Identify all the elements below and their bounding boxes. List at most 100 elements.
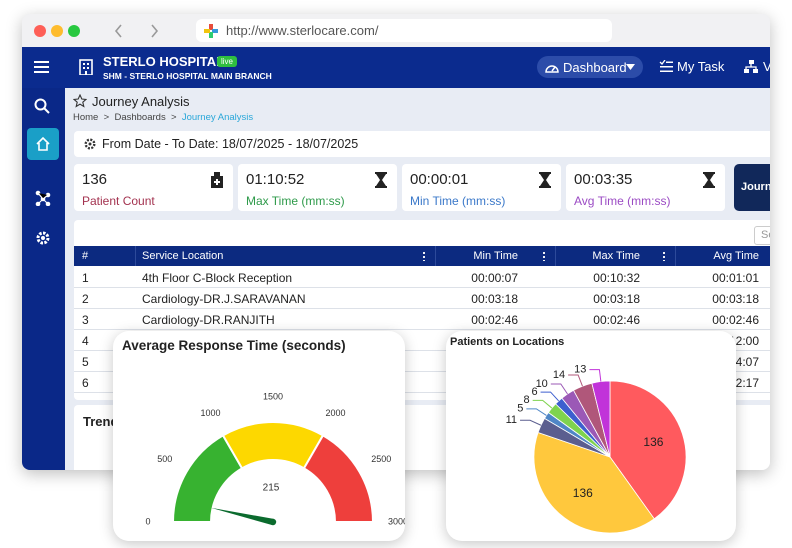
- slice-label: 14: [553, 369, 565, 381]
- column-divider: [555, 246, 556, 266]
- search-icon[interactable]: [34, 98, 50, 114]
- pie-slice: [609, 380, 687, 520]
- stat-label: Min Time (mm:ss): [410, 194, 506, 208]
- favorite-star[interactable]: [73, 94, 87, 108]
- search-placeholder: Search: [761, 229, 770, 241]
- task-icon: [659, 60, 673, 72]
- page-title: Journey Analysis: [92, 94, 190, 109]
- stat-icon: [703, 172, 715, 188]
- minimize-dot[interactable]: [51, 25, 63, 37]
- gauge-tick-label: 2000: [325, 408, 345, 418]
- column-header: Max Time: [592, 250, 640, 262]
- needle-pivot: [269, 518, 277, 526]
- journey-icon[interactable]: [35, 190, 51, 206]
- dashboard-menu[interactable]: Dashboard: [537, 56, 643, 78]
- stat-value: 01:10:52: [246, 171, 305, 188]
- home-button[interactable]: [27, 128, 59, 160]
- stat-card: 136 Patient Count: [74, 164, 233, 211]
- table-row: 6 2:17: [74, 372, 770, 393]
- slice-label: 11: [506, 414, 517, 426]
- browser-toolbar: http://www.sterlocare.com/: [22, 14, 770, 47]
- column-divider: [675, 246, 676, 266]
- column-menu[interactable]: [663, 251, 665, 261]
- table-cell: 3: [82, 313, 89, 327]
- table-row: 5 4:07: [74, 351, 770, 372]
- table-cell: 00:02:46: [593, 313, 640, 327]
- close-dot[interactable]: [34, 25, 46, 37]
- url-bar[interactable]: http://www.sterlocare.com/: [196, 19, 612, 42]
- stat-card: 01:10:52 Max Time (mm:ss): [238, 164, 397, 211]
- menu-icon[interactable]: [34, 60, 50, 74]
- search-box[interactable]: Search: [754, 226, 770, 245]
- url-text: http://www.sterlocare.com/: [226, 23, 379, 38]
- journey-button[interactable]: Journey: [734, 164, 770, 211]
- maximize-dot[interactable]: [68, 25, 80, 37]
- table-row: 4 12:00: [74, 330, 770, 351]
- sidebar: [22, 88, 65, 470]
- caret: [626, 64, 635, 70]
- live-badge: live: [217, 56, 238, 67]
- column-menu[interactable]: [423, 251, 425, 261]
- crumb-separator: >: [103, 112, 110, 123]
- gauge-tick-label: 0: [145, 516, 150, 526]
- gauge-tick-label: 3000: [388, 516, 405, 526]
- date-filter[interactable]: From Date - To Date: 18/07/2025 - 18/07/…: [74, 131, 770, 157]
- settings-icon[interactable]: [36, 231, 50, 245]
- slice-label: 136: [573, 486, 593, 500]
- table-cell: 2: [82, 292, 89, 306]
- table-cell: 00:00:07: [471, 271, 518, 285]
- column-divider: [435, 246, 436, 266]
- forward-arrow[interactable]: [151, 24, 159, 38]
- trend-title: Trend: [83, 414, 119, 429]
- stat-card: 00:03:35 Avg Time (mm:ss): [566, 164, 725, 211]
- table-cell: 4th Floor C-Block Reception: [142, 271, 293, 285]
- table-cell: 00:03:18: [712, 292, 759, 306]
- crumb-current: Journey Analysis: [181, 112, 254, 123]
- stat-icon: [539, 172, 551, 188]
- table-row: 2 Cardiology-DR.J.SARAVANAN 00:03:18 00:03:…: [74, 288, 770, 309]
- table-cell: 4: [82, 334, 89, 348]
- dashboard-icon: [545, 65, 559, 73]
- column-header: Service Location: [142, 250, 224, 262]
- slice-label: 6: [531, 386, 537, 398]
- gauge-tick-label: 1000: [200, 408, 220, 418]
- table-cell: 00:03:18: [471, 292, 518, 306]
- slice-label: 10: [536, 378, 548, 390]
- column-menu[interactable]: [543, 251, 545, 261]
- back-arrow[interactable]: [114, 24, 122, 38]
- pie-card: Patients on Locations 136 136 11 5 8 6 10 14 13: [446, 331, 736, 541]
- table-cell: Cardiology-DR.J.SARAVANAN: [142, 292, 306, 306]
- table-cell: Cardiology-DR.RANJITH: [142, 313, 275, 327]
- my-task-menu[interactable]: My Task: [677, 59, 725, 74]
- hospital-name: STERLO HOSPITAL: [103, 54, 225, 69]
- table-cell: 5: [82, 355, 89, 369]
- pie-title: Patients on Locations: [450, 336, 565, 348]
- table-row: 1 4th Floor C-Block Reception 00:00:07 00:1…: [74, 267, 770, 288]
- table-cell: 6: [82, 376, 89, 390]
- gauge-value: 215: [263, 483, 280, 494]
- hospital-icon: [79, 59, 93, 75]
- gauge-band: [302, 434, 375, 523]
- dashboard-label: Dashboard: [563, 60, 627, 75]
- label-leader: [526, 408, 547, 416]
- gauge-card: Average Response Time (seconds) 0 500 1000…: [113, 331, 405, 541]
- gauge-tick-label: 2500: [371, 454, 391, 464]
- more-menu[interactable]: V: [763, 59, 770, 74]
- label-leader: [540, 391, 560, 402]
- label-leader: [550, 383, 568, 395]
- icon-shape: [214, 179, 220, 185]
- gauge-title: Average Response Time (seconds): [122, 338, 346, 353]
- slice-label: 13: [574, 364, 586, 376]
- crumb[interactable]: Home: [73, 112, 99, 123]
- stat-label: Max Time (mm:ss): [246, 194, 345, 208]
- table-cell: 1: [82, 271, 89, 285]
- label-leader: [568, 374, 583, 387]
- network-icon: [744, 60, 758, 73]
- column-header: #: [82, 250, 89, 262]
- pie-slice: [533, 431, 655, 534]
- pie-slice: [591, 380, 611, 458]
- home-icon: [36, 137, 50, 151]
- crumb[interactable]: Dashboards: [114, 112, 166, 123]
- table-cell: 00:03:18: [593, 292, 640, 306]
